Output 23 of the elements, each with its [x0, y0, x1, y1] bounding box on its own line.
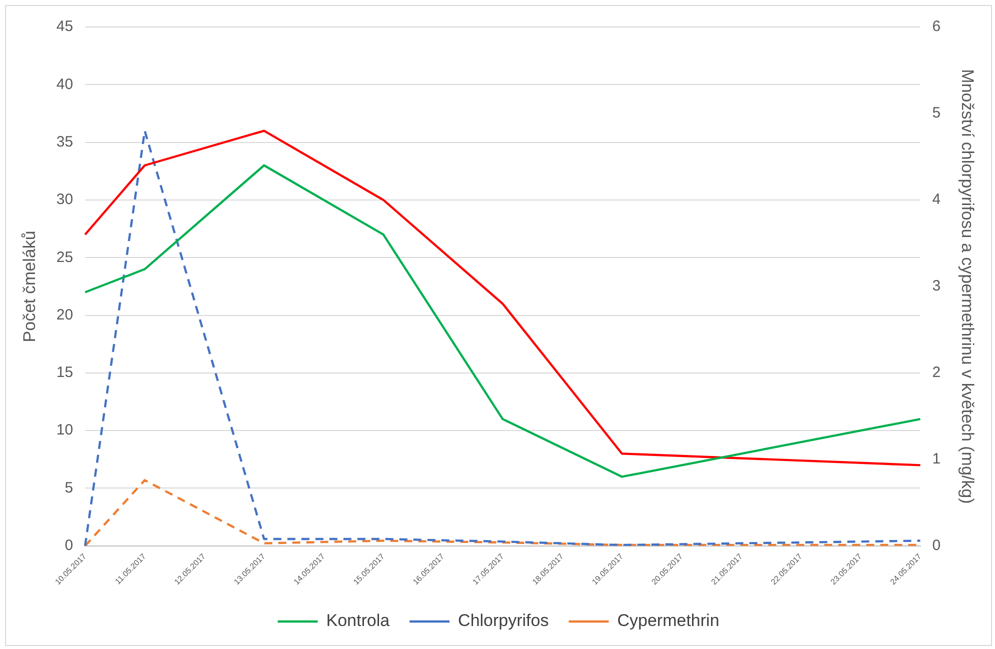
y-tick-label: 40 [56, 76, 74, 93]
y2-tick-label: 5 [932, 104, 941, 122]
y2-tick-label: 1 [932, 450, 941, 468]
y-tick-label: 30 [56, 191, 74, 208]
y2-tick-label: 4 [932, 191, 941, 208]
y-tick-label: 5 [64, 479, 74, 496]
y-tick-label: 35 [56, 133, 74, 150]
y2-tick-label: 2 [932, 364, 941, 382]
y-tick-label: 0 [64, 537, 74, 554]
y2-tick-label: 3 [932, 278, 941, 295]
legend-label: Cypermethrin [617, 611, 720, 630]
y-tick-label: 20 [56, 306, 74, 324]
y-axis-title: Počet čmeláků [20, 230, 39, 342]
y-tick-label: 15 [56, 364, 74, 382]
y-tick-label: 10 [56, 422, 74, 439]
y-tick-label: 25 [56, 248, 74, 266]
line-series [84, 130, 922, 546]
y2-tick-label: 6 [932, 18, 941, 36]
y-tick-label: 45 [56, 18, 74, 36]
legend-label: Chlorpyrifos [458, 611, 549, 630]
legend-label: Kontrola [326, 611, 390, 630]
y2-axis-title: Množství chlorpyrifosu a cypermethrinu v květech (mg/kg) [958, 69, 978, 504]
y2-tick-label: 0 [932, 537, 941, 554]
